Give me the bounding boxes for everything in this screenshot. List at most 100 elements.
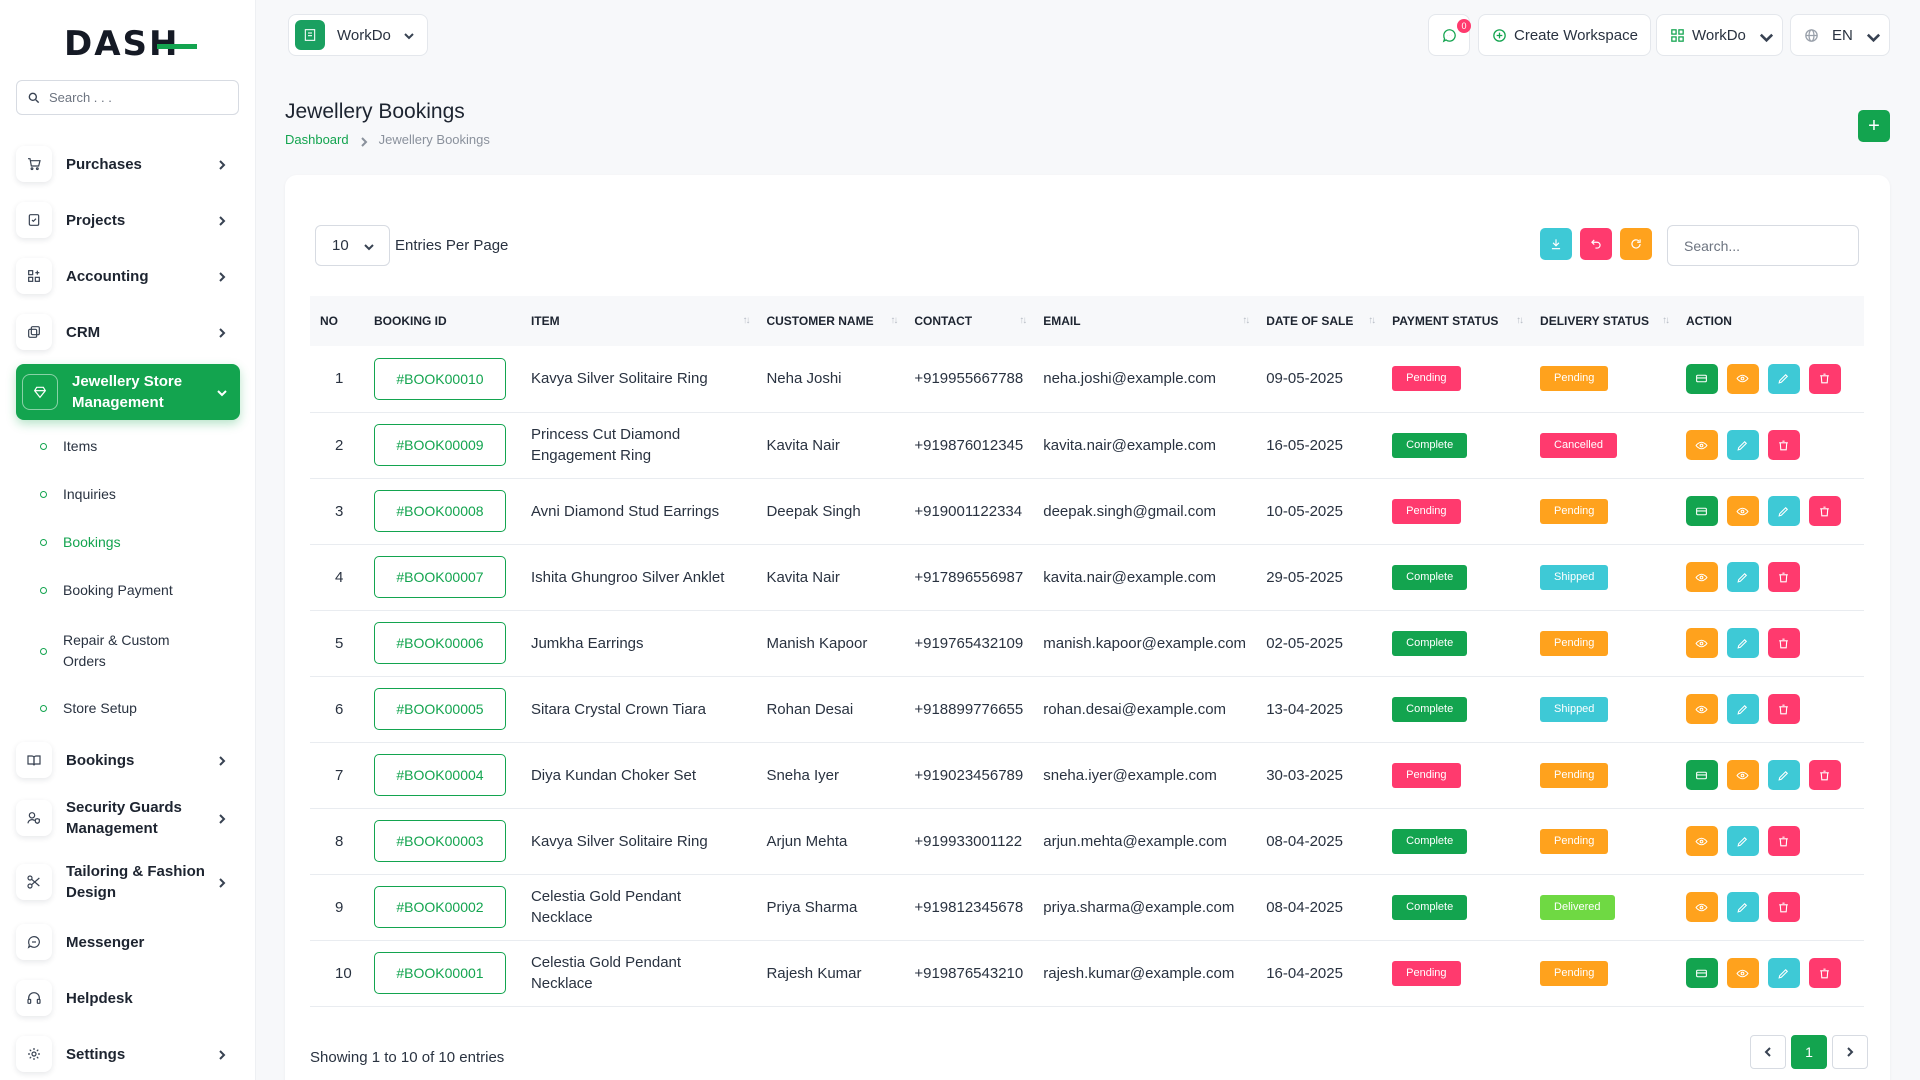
sidebar-item-crm[interactable]: CRM: [16, 314, 240, 350]
booking-id-link[interactable]: #BOOK00006: [373, 622, 506, 664]
cell-no: 2: [310, 412, 364, 479]
submenu-item-booking-payment[interactable]: Booking Payment: [40, 580, 240, 601]
booking-id-link[interactable]: #BOOK00008: [373, 490, 506, 532]
view-action-button[interactable]: [1726, 363, 1759, 394]
delete-action-button[interactable]: [1767, 628, 1800, 658]
cell-item: Diya Kundan Choker Set: [520, 742, 757, 809]
booking-id-link[interactable]: #BOOK00001: [373, 952, 506, 994]
edit-action-button[interactable]: [1726, 430, 1759, 460]
view-action-button[interactable]: [1726, 760, 1759, 790]
edit-action-button[interactable]: [1767, 496, 1800, 526]
delete-action-button[interactable]: [1767, 430, 1800, 460]
view-action-button[interactable]: [1685, 892, 1718, 922]
submenu-item-label: Store Setup: [63, 700, 137, 716]
sidebar-item-tailoring-fashion-design[interactable]: Tailoring & Fashion Design: [16, 860, 240, 904]
add-booking-button[interactable]: +: [1858, 110, 1890, 142]
sidebar-item-accounting[interactable]: Accounting: [16, 258, 240, 294]
sidebar-item-projects[interactable]: Projects: [16, 202, 240, 238]
view-action-button[interactable]: [1726, 958, 1759, 988]
reload-button[interactable]: [1620, 228, 1652, 260]
language-selector[interactable]: EN: [1790, 14, 1890, 56]
column-header-date-of-sale[interactable]: DATE OF SALE ↑↓: [1256, 296, 1383, 346]
sidebar-search-input[interactable]: Search . . .: [16, 80, 239, 115]
submenu-item-label: Booking Payment: [63, 582, 173, 598]
delivery-status-badge: Shipped: [1540, 696, 1609, 722]
brand-logo[interactable]: DASH: [64, 24, 198, 64]
edit-action-button[interactable]: [1767, 363, 1800, 394]
sidebar-item-settings[interactable]: Settings: [16, 1036, 240, 1072]
table-header-row: NO BOOKING ID ITEM ↑↓ CUSTOMER NAME ↑↓ CONTACT…: [310, 296, 1864, 346]
booking-id-link[interactable]: #BOOK00003: [373, 820, 506, 862]
edit-action-button[interactable]: [1726, 562, 1759, 592]
edit-action-button[interactable]: [1767, 958, 1800, 988]
payment-status-badge: Complete: [1392, 564, 1468, 590]
booking-id-link[interactable]: #BOOK00004: [373, 754, 506, 796]
column-header-customer-name[interactable]: CUSTOMER NAME ↑↓: [756, 296, 905, 346]
gem-icon: [22, 374, 58, 410]
column-header-delivery-status[interactable]: DELIVERY STATUS ↑↓: [1530, 296, 1676, 346]
column-header-email[interactable]: EMAIL ↑↓: [1033, 296, 1257, 346]
sidebar-item-purchases[interactable]: Purchases: [16, 146, 240, 182]
sidebar-item-label: Projects: [66, 211, 126, 229]
edit-action-button[interactable]: [1726, 892, 1759, 922]
entries-per-page-select[interactable]: 10: [315, 225, 390, 266]
next-page-button[interactable]: [1832, 1035, 1868, 1069]
edit-action-button[interactable]: [1726, 694, 1759, 724]
delete-action-button[interactable]: [1808, 760, 1841, 790]
sidebar-item-jewellery-store-management[interactable]: Jewellery Store Management: [16, 364, 240, 420]
view-action-button[interactable]: [1685, 826, 1718, 856]
create-workspace-button[interactable]: Create Workspace: [1478, 14, 1651, 56]
sidebar-item-bookings[interactable]: Bookings: [16, 742, 240, 778]
workspace-menu-button[interactable]: WorkDo: [1656, 14, 1783, 56]
booking-id-link[interactable]: #BOOK00007: [373, 556, 506, 598]
delete-action-button[interactable]: [1808, 363, 1841, 394]
submenu-item-items[interactable]: Items: [40, 436, 240, 457]
messages-button[interactable]: 0: [1428, 14, 1471, 56]
edit-action-button[interactable]: [1726, 826, 1759, 856]
edit-action-button[interactable]: [1767, 760, 1800, 790]
cell-delivery-status: Pending: [1530, 940, 1676, 1007]
delete-action-button[interactable]: [1767, 892, 1800, 922]
table-search-input[interactable]: Search...: [1667, 225, 1859, 266]
chevron-right-icon: [216, 1048, 228, 1060]
view-action-button[interactable]: [1726, 496, 1759, 526]
cell-email: rohan.desai@example.com: [1033, 676, 1257, 743]
view-action-button[interactable]: [1685, 430, 1718, 460]
column-header-contact[interactable]: CONTACT ↑↓: [904, 296, 1034, 346]
payment-action-button[interactable]: [1685, 958, 1718, 988]
sidebar-item-messenger[interactable]: Messenger: [16, 924, 240, 960]
submenu-item-inquiries[interactable]: Inquiries: [40, 484, 240, 505]
submenu-item-store-setup[interactable]: Store Setup: [40, 698, 240, 719]
delete-action-button[interactable]: [1808, 496, 1841, 526]
page-1-button[interactable]: 1: [1791, 1035, 1827, 1069]
pencil-icon: [1737, 572, 1748, 583]
column-header-payment-status[interactable]: PAYMENT STATUS ↑↓: [1382, 296, 1531, 346]
delete-action-button[interactable]: [1808, 958, 1841, 988]
view-action-button[interactable]: [1685, 694, 1718, 724]
payment-action-button[interactable]: [1685, 363, 1718, 394]
sidebar-item-helpdesk[interactable]: Helpdesk: [16, 980, 240, 1016]
workspace-switcher[interactable]: WorkDo: [288, 14, 428, 56]
payment-action-button[interactable]: [1685, 760, 1718, 790]
export-button[interactable]: [1540, 228, 1572, 260]
delete-action-button[interactable]: [1767, 562, 1800, 592]
submenu-item-repair-custom-orders[interactable]: Repair & Custom Orders: [40, 630, 240, 672]
prev-page-button[interactable]: [1750, 1035, 1786, 1069]
sidebar-item-security-guards-management[interactable]: Security Guards Management: [16, 796, 240, 840]
breadcrumb-dashboard-link[interactable]: Dashboard: [285, 132, 349, 147]
booking-id-link[interactable]: #BOOK00009: [373, 424, 506, 466]
reset-button[interactable]: [1580, 228, 1612, 260]
cell-email: kavita.nair@example.com: [1033, 412, 1257, 479]
view-action-button[interactable]: [1685, 562, 1718, 592]
booking-id-link[interactable]: #BOOK00005: [373, 688, 506, 730]
submenu-item-bookings[interactable]: Bookings: [40, 532, 240, 553]
booking-id-link[interactable]: #BOOK00010: [373, 357, 506, 400]
column-header-item[interactable]: ITEM ↑↓: [520, 296, 757, 346]
edit-action-button[interactable]: [1726, 628, 1759, 658]
view-action-button[interactable]: [1685, 628, 1718, 658]
delete-action-button[interactable]: [1767, 826, 1800, 856]
payment-action-button[interactable]: [1685, 496, 1718, 526]
eye-icon: [1695, 837, 1709, 845]
booking-id-link[interactable]: #BOOK00002: [373, 886, 506, 928]
delete-action-button[interactable]: [1767, 694, 1800, 724]
